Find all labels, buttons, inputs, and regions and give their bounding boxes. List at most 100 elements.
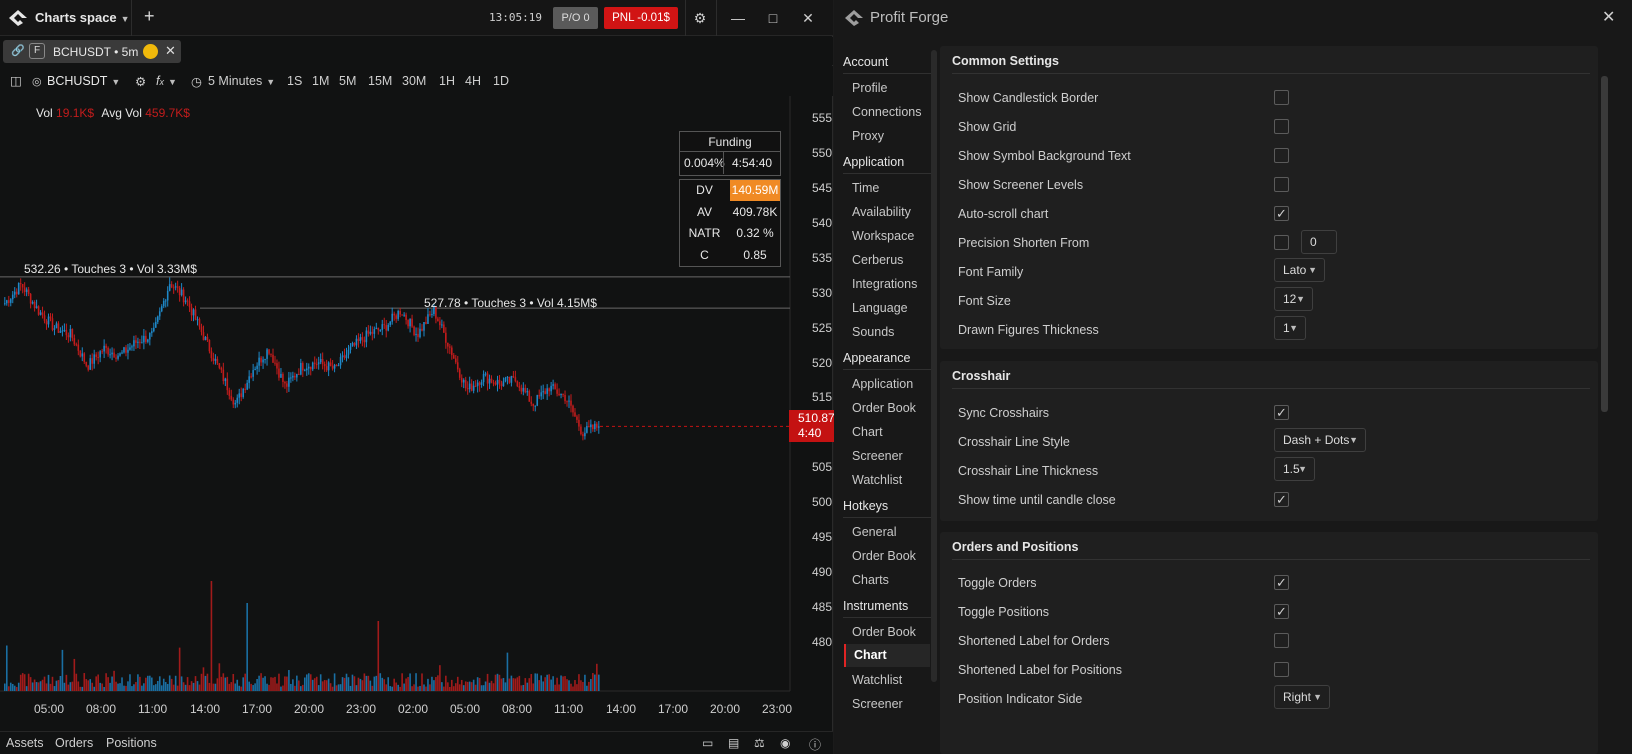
- close-tab-icon[interactable]: ✕: [165, 43, 176, 58]
- checkbox-grid[interactable]: [1274, 119, 1289, 134]
- chart-canvas[interactable]: [0, 96, 800, 730]
- volume-bar: [427, 678, 429, 691]
- timeframe-1s[interactable]: 1S: [287, 74, 303, 88]
- chart-settings-gear-icon[interactable]: ⚙: [135, 75, 147, 89]
- checkbox-sync-crosshairs[interactable]: ✓: [1274, 405, 1289, 420]
- chart-tabs: 🔗 F BCHUSDT • 5m ✕: [0, 37, 833, 65]
- checkbox-toggle-positions[interactable]: ✓: [1274, 604, 1289, 619]
- volume-bar: [596, 663, 598, 691]
- nav-item-instruments-watchlist[interactable]: Watchlist: [852, 673, 903, 687]
- checkbox-short-positions[interactable]: [1274, 662, 1289, 677]
- close-icon[interactable]: ✕: [802, 10, 814, 26]
- bar-chart-icon[interactable]: ▭: [702, 736, 714, 750]
- nav-item-proxy[interactable]: Proxy: [852, 129, 884, 143]
- font-size-dropdown[interactable]: 12 ▼: [1274, 287, 1313, 311]
- checkbox-show-time[interactable]: ✓: [1274, 492, 1289, 507]
- chart-tab-bchusdt[interactable]: 🔗 F BCHUSDT • 5m ✕: [3, 40, 181, 63]
- crosshair-style-dropdown[interactable]: Dash + Dots ▼: [1274, 428, 1366, 452]
- pnl-badge[interactable]: PNL -0.01$: [604, 7, 678, 29]
- tab-assets[interactable]: Assets: [6, 736, 44, 750]
- nav-item-time[interactable]: Time: [852, 181, 880, 195]
- nav-item-workspace[interactable]: Workspace: [852, 229, 915, 243]
- timeframe-1m[interactable]: 1M: [312, 74, 330, 88]
- timeframe-1h[interactable]: 1H: [439, 74, 455, 88]
- volume-bar: [357, 677, 360, 691]
- nav-item-instruments-screener[interactable]: Screener: [852, 697, 903, 711]
- precision-input[interactable]: 0: [1301, 230, 1337, 254]
- nav-item-integrations[interactable]: Integrations: [852, 277, 918, 291]
- timeframe-30m[interactable]: 30M: [402, 74, 427, 88]
- interval-selector[interactable]: 5 Minutes ▼: [208, 74, 276, 88]
- candle-body: [135, 340, 137, 343]
- maximize-icon[interactable]: □: [768, 10, 778, 26]
- nav-item-instruments-chart[interactable]: Chart: [844, 644, 930, 667]
- scale-icon[interactable]: ⚖: [754, 736, 765, 750]
- info-icon[interactable]: ⓘ: [809, 738, 822, 752]
- nav-item-hotkeys-charts[interactable]: Charts: [852, 573, 889, 587]
- font-family-dropdown[interactable]: Lato ▼: [1274, 258, 1325, 282]
- minimize-icon[interactable]: —: [731, 10, 745, 26]
- volume-bar: [236, 679, 239, 691]
- timeframe-4h[interactable]: 4H: [465, 74, 481, 88]
- timeframe-1d[interactable]: 1D: [493, 74, 509, 88]
- setting-label: Show Symbol Background Text: [958, 149, 1131, 163]
- nav-item-sounds[interactable]: Sounds: [852, 325, 895, 339]
- drawn-thickness-dropdown[interactable]: 1 ▼: [1274, 316, 1306, 340]
- close-icon[interactable]: ✕: [1602, 9, 1616, 26]
- tab-orders[interactable]: Orders: [55, 736, 94, 750]
- tab-positions[interactable]: Positions: [106, 736, 157, 750]
- checkbox-toggle-orders[interactable]: ✓: [1274, 575, 1289, 590]
- nav-item-language[interactable]: Language: [852, 301, 908, 315]
- volume-bar: [280, 686, 282, 691]
- indicators-icon[interactable]: fx ▼: [156, 74, 177, 88]
- content-scrollbar[interactable]: [1601, 76, 1608, 412]
- nav-item-appearance-watchlist[interactable]: Watchlist: [852, 473, 903, 487]
- time-tick-label: 08:00: [502, 702, 533, 716]
- price-chart[interactable]: Vol 19.1K$ Avg Vol 459.7K$ 532.26 • Touc…: [0, 96, 839, 730]
- nav-item-hotkeys-general[interactable]: General: [852, 525, 897, 539]
- nav-scrollbar[interactable]: [931, 50, 937, 682]
- workspace-selector[interactable]: Charts space ▼: [35, 10, 130, 25]
- nav-item-appearance-screener[interactable]: Screener: [852, 449, 903, 463]
- checkbox-auto-scroll[interactable]: ✓: [1274, 206, 1289, 221]
- checkbox-precision-shorten[interactable]: [1274, 235, 1289, 250]
- volume-bar: [433, 680, 435, 691]
- candle-body: [23, 287, 26, 292]
- timeframe-15m[interactable]: 15M: [368, 74, 393, 88]
- checkbox-candle-border[interactable]: [1274, 90, 1289, 105]
- checkbox-symbol-bg[interactable]: [1274, 148, 1289, 163]
- orderbook-icon[interactable]: ▤: [728, 736, 740, 750]
- volume-bar: [5, 645, 8, 691]
- candle-body: [349, 346, 352, 350]
- checkbox-short-orders[interactable]: [1274, 633, 1289, 648]
- volume-bar: [35, 682, 38, 691]
- checkbox-screener-levels[interactable]: [1274, 177, 1289, 192]
- nav-item-profile[interactable]: Profile: [852, 81, 888, 95]
- nav-item-appearance-orderbook[interactable]: Order Book: [852, 401, 916, 415]
- volume-bar: [347, 677, 350, 691]
- nav-item-appearance-chart[interactable]: Chart: [852, 425, 883, 439]
- volume-bar: [566, 679, 568, 691]
- gear-icon[interactable]: ⚙: [693, 10, 707, 26]
- nav-item-connections[interactable]: Connections: [852, 105, 922, 119]
- nav-item-instruments-orderbook[interactable]: Order Book: [852, 625, 916, 639]
- crosshair-thickness-dropdown[interactable]: 1.5 ▼: [1274, 457, 1315, 481]
- timeframe-5m[interactable]: 5M: [339, 74, 357, 88]
- nav-item-availability[interactable]: Availability: [852, 205, 911, 219]
- add-space-button[interactable]: +: [144, 6, 155, 26]
- candle-body: [546, 388, 548, 394]
- volume-bar: [449, 686, 451, 691]
- volume-bar: [53, 686, 56, 691]
- volume-bar: [484, 681, 487, 691]
- nav-item-appearance-application[interactable]: Application: [852, 377, 914, 391]
- symbol-selector[interactable]: BCHUSDT ▼: [47, 74, 121, 88]
- link-icon[interactable]: 🔗: [11, 45, 25, 57]
- eye-off-icon[interactable]: ◉: [780, 736, 791, 750]
- nav-item-hotkeys-orderbook[interactable]: Order Book: [852, 549, 916, 563]
- sidebar-toggle-icon[interactable]: ◫: [10, 74, 22, 88]
- open-positions-badge[interactable]: P/O 0: [553, 7, 598, 29]
- nav-item-cerberus[interactable]: Cerberus: [852, 253, 904, 267]
- volume-bar: [230, 682, 233, 691]
- candle-body: [282, 373, 284, 383]
- indicator-side-dropdown[interactable]: Right ▼: [1274, 685, 1330, 709]
